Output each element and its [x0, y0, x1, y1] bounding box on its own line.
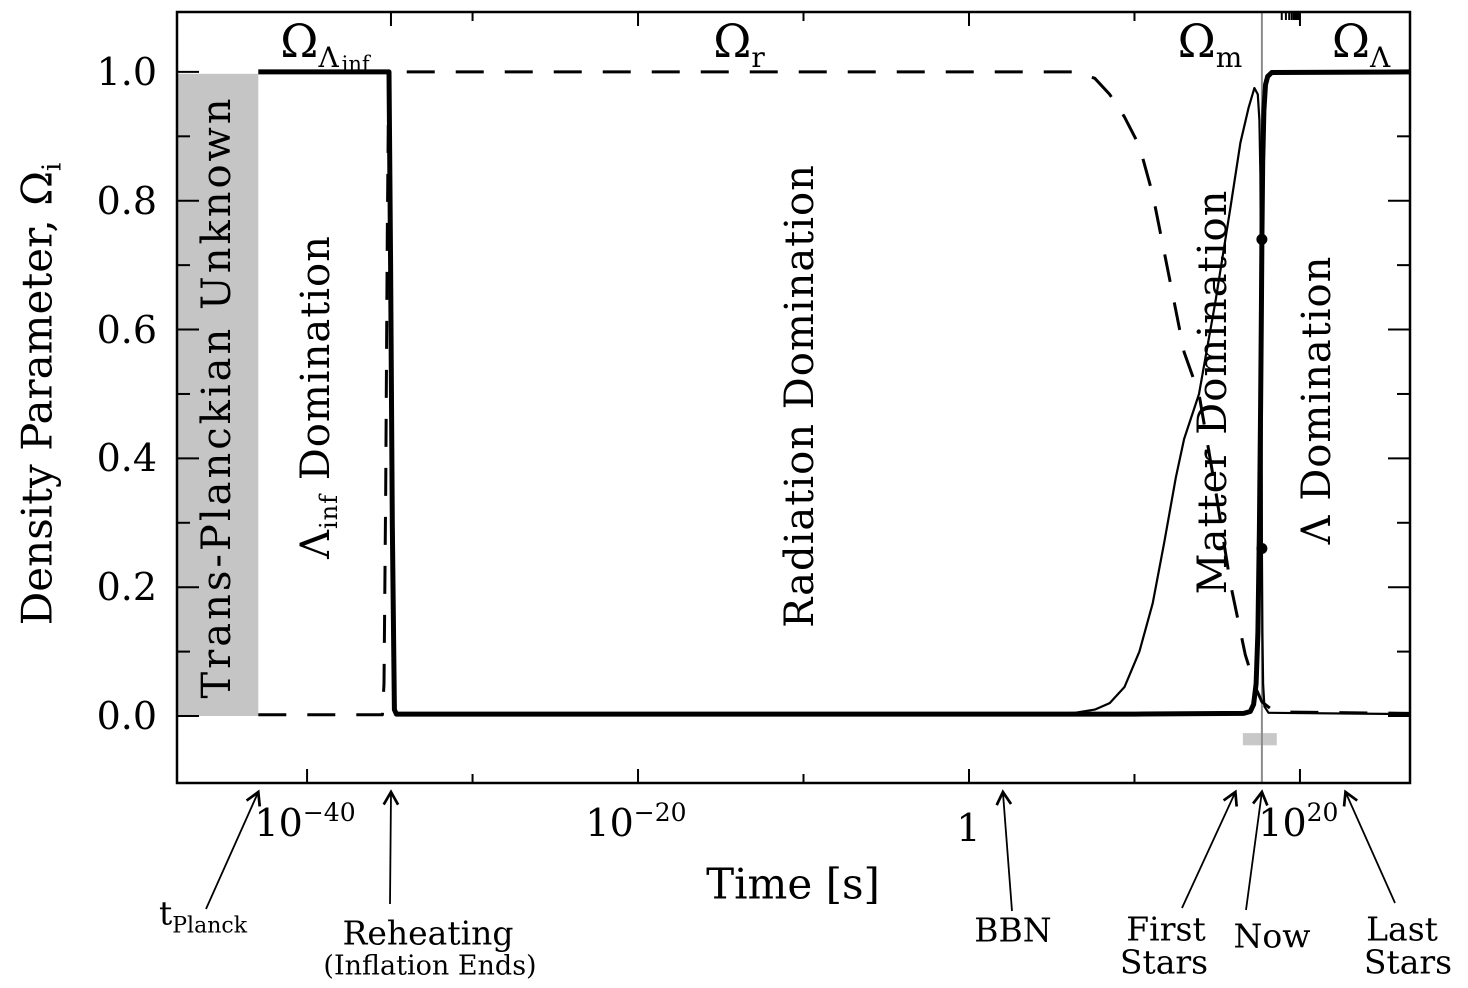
plot-frame: [175, 10, 1412, 785]
arrow-bbn: [995, 789, 1013, 912]
arrow-reheating: [382, 789, 400, 905]
arrow-first_stars: [1181, 789, 1239, 909]
arrow-now: [1245, 789, 1269, 911]
arrow-t_planck: [205, 789, 262, 910]
series-omega_r: [258, 70, 1410, 717]
axis-ticks: [177, 12, 1410, 783]
arrow-last_stars: [1342, 789, 1396, 904]
trans-planckian-region: [177, 73, 259, 717]
now-era-bar: [1242, 733, 1277, 746]
now-data-point-omega_lambda: [1256, 233, 1268, 245]
series-omega_m: [1045, 86, 1410, 716]
now-data-point-omega_m: [1256, 543, 1268, 554]
event-arrows: [205, 789, 1396, 912]
shaded-regions: [177, 73, 1277, 746]
series-omega_lambda: [258, 69, 1410, 717]
